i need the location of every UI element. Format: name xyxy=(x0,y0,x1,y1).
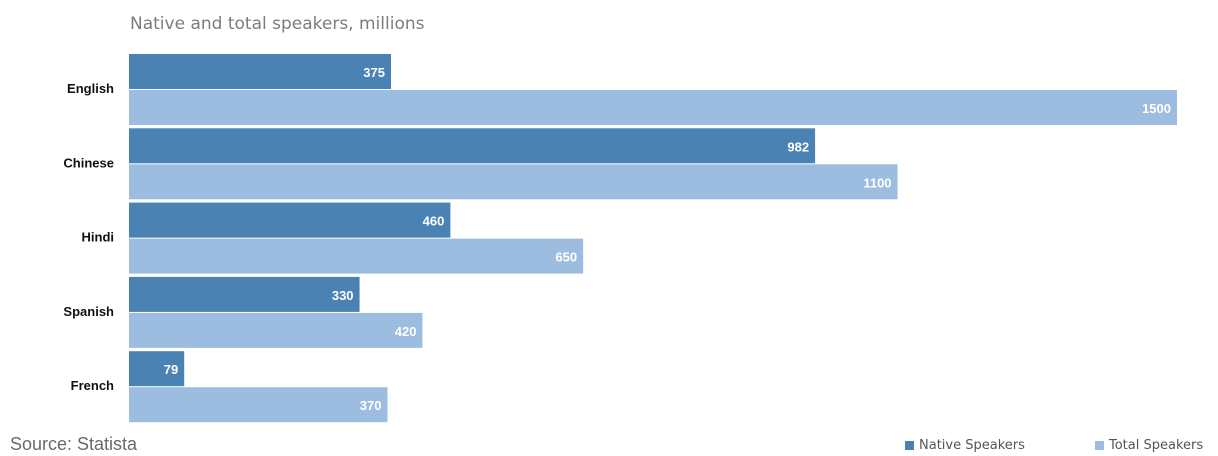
bar-total-spanish xyxy=(129,312,423,348)
bar-total-chinese xyxy=(129,164,898,200)
legend-swatch-total xyxy=(1095,441,1104,450)
data-label-total-chinese: 1100 xyxy=(863,175,891,190)
category-label-french: French xyxy=(71,378,114,393)
data-label-native-hindi: 460 xyxy=(423,214,445,229)
chart-title: Native and total speakers, millions xyxy=(130,14,425,34)
category-label-english: English xyxy=(67,81,114,96)
bar-native-english xyxy=(129,54,391,89)
data-label-total-spanish: 420 xyxy=(395,324,417,339)
bar-total-french xyxy=(129,387,388,423)
data-label-total-french: 370 xyxy=(360,398,382,413)
legend-swatch-native xyxy=(905,441,914,450)
bar-native-french xyxy=(129,351,185,387)
legend-label-total: Total Speakers xyxy=(1109,438,1204,453)
source-note: Source: Statista xyxy=(10,434,138,454)
legend-item-native: Native Speakers xyxy=(905,438,1025,453)
data-label-native-chinese: 982 xyxy=(787,139,809,154)
legend-label-native: Native Speakers xyxy=(919,438,1025,453)
bar-total-english xyxy=(129,90,1177,125)
bar-native-hindi xyxy=(129,202,451,238)
bar-native-chinese xyxy=(129,128,816,164)
category-label-chinese: Chinese xyxy=(63,155,114,170)
data-label-total-hindi: 650 xyxy=(555,250,577,265)
category-label-hindi: Hindi xyxy=(82,230,115,245)
data-label-native-english: 375 xyxy=(363,65,385,80)
data-label-native-spanish: 330 xyxy=(332,288,354,303)
bar-total-hindi xyxy=(129,238,584,274)
category-label-spanish: Spanish xyxy=(63,304,114,319)
bar-native-spanish xyxy=(129,276,360,312)
data-label-native-french: 79 xyxy=(164,362,178,377)
data-label-total-english: 1500 xyxy=(1142,101,1171,116)
legend-item-total: Total Speakers xyxy=(1095,438,1203,453)
